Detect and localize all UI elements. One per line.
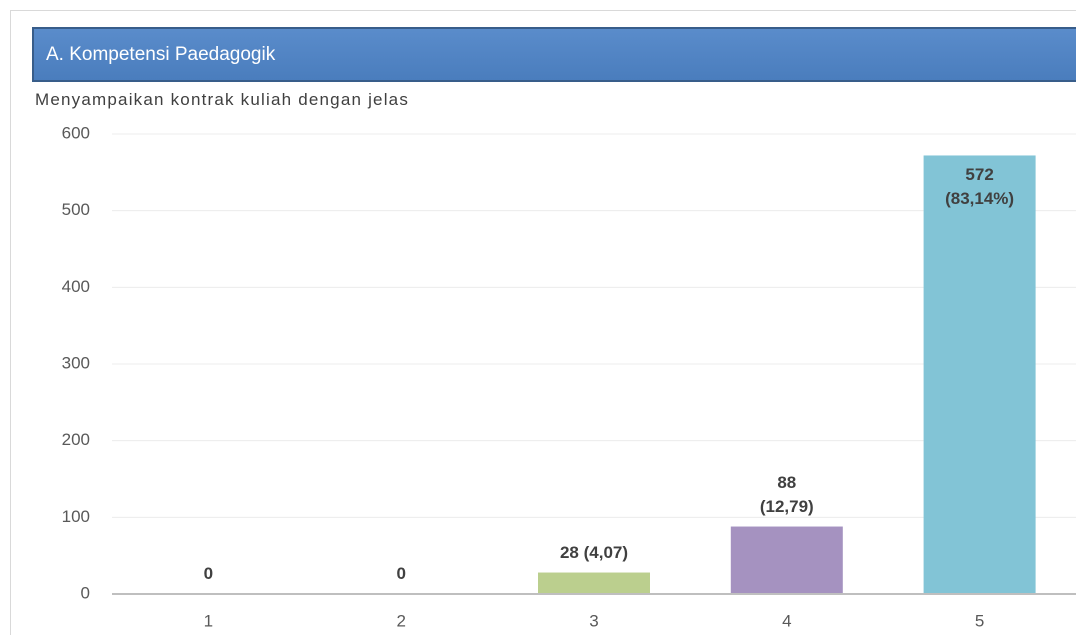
y-tick-label: 300: [62, 353, 90, 372]
data-label: 88 (12,79): [759, 472, 814, 516]
section-header: A. Kompetensi Paedagogik: [32, 27, 1076, 82]
y-tick-label: 600: [62, 123, 90, 142]
x-tick-label: 2: [396, 611, 405, 630]
y-tick-label: 400: [62, 277, 90, 296]
data-label: 0: [396, 564, 406, 583]
x-tick-label: 4: [782, 611, 791, 630]
frame: [10, 10, 1076, 635]
data-label: 28 (4,07): [559, 542, 629, 562]
y-tick-label: 100: [62, 507, 90, 526]
bar: [923, 155, 1036, 594]
x-tick-label: 5: [975, 611, 984, 630]
data-label: 0: [203, 564, 214, 583]
y-tick-label: 200: [62, 430, 90, 449]
bar: [730, 526, 843, 594]
x-tick-label: 1: [204, 611, 213, 630]
data-label: 572 (83,14%): [945, 165, 1015, 209]
y-tick-label: 500: [62, 200, 90, 219]
x-tick-label: 3: [589, 611, 598, 630]
bar: [538, 572, 650, 594]
chart-title: Menyampaikan kontrak kuliah dengan jelas: [35, 90, 410, 109]
y-tick-label: 0: [81, 583, 90, 602]
